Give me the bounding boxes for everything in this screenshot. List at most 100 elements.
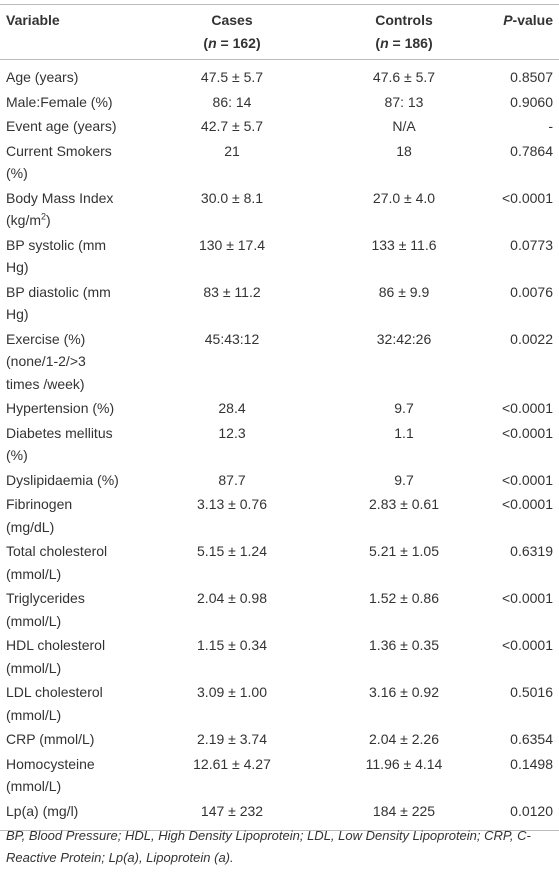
table-cell: HDL cholesterol (mmol/L) — [6, 637, 106, 676]
table-cell: 0.0022 — [510, 330, 553, 347]
table-cell: Event age (years) — [6, 118, 117, 134]
text-segment: n — [380, 35, 389, 51]
table-cell: 86: 14 — [212, 93, 252, 110]
table-row: CRP (mmol/L) 2.19 ± 3.74 2.04 ± 2.26 0.6354 — [0, 727, 559, 752]
text-segment: -value — [512, 12, 553, 28]
table-cell: 3.13 ± 0.76 — [197, 496, 267, 512]
table-cell: 0.7864 — [510, 142, 553, 159]
data-table: Variable Cases (n = 162) Controls (n = 186) P… — [0, 4, 559, 831]
table-row: BP systolic (mm Hg) 130 ± 17.4 133 ± 11.6 0… — [0, 233, 559, 280]
table-cell: 3.09 ± 1.00 — [197, 684, 267, 700]
table-cell: Dyslipidaemia (%) — [6, 471, 119, 488]
table-cell: CRP (mmol/L) — [6, 731, 95, 747]
table-cell: 87.7 — [218, 471, 246, 488]
table-cell: 21 — [224, 142, 240, 159]
table-row: Diabetes mellitus (%) 12.3 1.1 <0.0001 — [0, 421, 559, 468]
table-cell: <0.0001 — [502, 424, 553, 441]
table-row: Exercise (%) (none/1-2/>3 times /week) 45… — [0, 327, 559, 397]
table-cell: 30.0 ± 8.1 — [200, 189, 264, 206]
header-line: Cases — [131, 9, 333, 32]
text-segment: Controls — [375, 12, 433, 28]
table-cell: 5.15 ± 1.24 — [197, 543, 267, 559]
text-segment: ) — [46, 212, 51, 228]
table-row: BP diastolic (mm Hg) 83 ± 11.2 86 ± 9.9 0.0… — [0, 280, 559, 327]
table-cell: 9.7 — [394, 400, 414, 416]
table-cell: Current Smokers (%) — [6, 142, 112, 182]
table-cell: 2.19 ± 3.74 — [197, 731, 267, 747]
table-cell: 147 ± 232 — [125, 798, 339, 831]
table-cell: 130 ± 17.4 — [198, 236, 266, 253]
table-cell: <0.0001 — [502, 400, 553, 416]
table-cell: 0.0120 — [469, 798, 559, 831]
text-segment: ( — [375, 35, 381, 51]
table-cell: BP diastolic (mm Hg) — [6, 283, 111, 323]
table-cell: Triglycerides (mmol/L) — [6, 590, 85, 629]
footnote: BP, Blood Pressure; HDL, High Density Li… — [6, 828, 531, 865]
table-row: Age (years) 47.5 ± 5.7 47.6 ± 5.7 0.8507 — [0, 60, 559, 90]
table-cell: <0.0001 — [502, 496, 553, 512]
table-cell: - — [548, 118, 553, 134]
table-cell: 1.1 — [394, 424, 414, 441]
text-segment: P — [503, 12, 513, 28]
header-line: (n = 186) — [345, 32, 463, 55]
table-cell: LDL cholesterol (mmol/L) — [6, 684, 103, 723]
table-cell: BP systolic (mm Hg) — [6, 236, 107, 276]
table-cell: 0.5016 — [510, 684, 553, 700]
table-cell: 47.6 ± 5.7 — [372, 69, 436, 85]
table-cell: 12.61 ± 4.27 — [193, 755, 271, 772]
text-segment: Variable — [6, 12, 60, 28]
text-segment: = 162) — [216, 35, 261, 51]
table-cell: 0.6354 — [510, 731, 553, 747]
table-row: Event age (years) 42.7 ± 5.7 N/A - — [0, 114, 559, 139]
header-line: Controls — [345, 9, 463, 32]
table-cell: <0.0001 — [502, 471, 553, 488]
table-cell: 12.3 — [218, 424, 246, 441]
text-segment: n — [208, 35, 217, 51]
table-row: Hypertension (%) 28.4 9.7 <0.0001 — [0, 396, 559, 421]
column-header: Variable — [0, 4, 125, 60]
table-cell: 1.52 ± 0.86 — [369, 590, 439, 606]
table-cell: Male:Female (%) — [6, 93, 113, 110]
table-cell: Hypertension (%) — [6, 400, 115, 416]
table-cell: 18 — [396, 142, 412, 159]
table-cell: 0.9060 — [510, 93, 553, 110]
table-cell: 47.5 ± 5.7 — [200, 69, 264, 85]
table-cell: 5.21 ± 1.05 — [369, 543, 439, 559]
table-cell: 0.0773 — [510, 236, 553, 253]
table-cell: Diabetes mellitus (%) — [6, 424, 113, 464]
table-cell: 0.0076 — [510, 283, 553, 300]
table-cell: N/A — [392, 118, 416, 134]
table-cell: 45:43:12 — [204, 330, 260, 347]
table-cell: <0.0001 — [502, 189, 553, 206]
header-line: P-value — [475, 9, 553, 32]
table-row: Fibrinogen (mg/dL) 3.13 ± 0.76 2.83 ± 0.61… — [0, 492, 559, 539]
table-cell: Age (years) — [6, 69, 79, 85]
table-cell: 3.16 ± 0.92 — [369, 684, 439, 700]
text-segment: Body Mass Index (kg/m — [6, 189, 114, 229]
table-cell: 1.36 ± 0.35 — [369, 637, 439, 653]
table-row: Triglycerides (mmol/L) 2.04 ± 0.98 1.52 ± … — [0, 586, 559, 633]
table-header: Variable Cases (n = 162) Controls (n = 186) P… — [0, 4, 559, 60]
table-cell: 133 ± 11.6 — [371, 236, 437, 253]
table-cell: 184 ± 225 — [339, 798, 469, 831]
table-cell: 28.4 — [218, 400, 246, 416]
table-cell: Fibrinogen (mg/dL) — [6, 496, 73, 535]
table-cell: 0.1498 — [510, 755, 553, 772]
table-cell: 27.0 ± 4.0 — [372, 189, 436, 206]
table-row: Lp(a) (mg/l) 147 ± 232 184 ± 225 0.0120 — [0, 798, 559, 831]
table-cell: 0.6319 — [510, 543, 553, 559]
table-cell: 87: 13 — [384, 93, 424, 110]
table-cell: 2.04 ± 2.26 — [369, 731, 439, 747]
table-cell: <0.0001 — [502, 590, 553, 606]
table-cell: 1.15 ± 0.34 — [197, 637, 267, 653]
table-row: LDL cholesterol (mmol/L) 3.09 ± 1.00 3.16 … — [0, 680, 559, 727]
table-cell: Exercise (%) (none/1-2/>3 times /week) — [6, 330, 86, 392]
header-line: Variable — [6, 9, 119, 32]
table-cell: 2.04 ± 0.98 — [197, 590, 267, 606]
table-row: HDL cholesterol (mmol/L) 1.15 ± 0.34 1.36 … — [0, 633, 559, 680]
column-header: Controls (n = 186) — [339, 4, 469, 60]
table-cell: 0.8507 — [510, 69, 553, 85]
text-segment: Cases — [211, 12, 253, 28]
column-header: Cases (n = 162) — [125, 4, 339, 60]
